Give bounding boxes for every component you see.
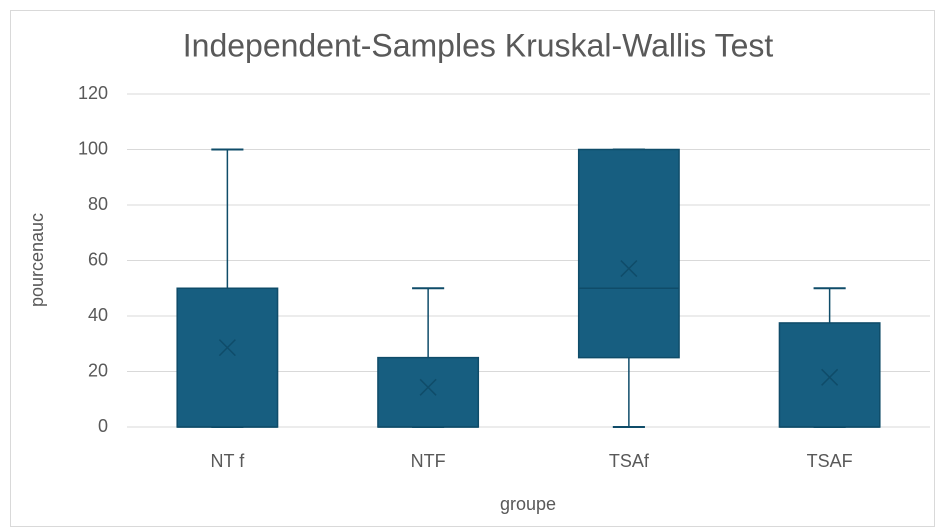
y-axis-label: pourcenauc <box>27 213 47 307</box>
box <box>377 356 480 428</box>
y-tick-label: 100 <box>78 138 108 158</box>
chart-title: Independent-Samples Kruskal-Wallis Test <box>183 27 774 63</box>
y-tick-label: 80 <box>88 194 108 214</box>
y-tick-label: 60 <box>88 249 108 269</box>
box <box>577 148 680 359</box>
x-tick-label: NTF <box>411 451 446 471</box>
mean-marker <box>218 339 236 357</box>
y-tick-label: 40 <box>88 305 108 325</box>
mean-marker <box>821 368 839 386</box>
mean-marker <box>620 260 638 278</box>
y-tick-label: 0 <box>98 416 108 436</box>
y-tick-label: 20 <box>88 360 108 380</box>
mean-marker <box>419 378 437 396</box>
chart-border <box>10 10 935 527</box>
y-tick-label: 120 <box>78 83 108 103</box>
box <box>778 322 881 428</box>
x-tick-label: TSAF <box>807 451 853 471</box>
box <box>176 287 279 428</box>
x-tick-label: TSAf <box>609 451 650 471</box>
x-tick-label: NT f <box>211 451 246 471</box>
x-axis-label: groupe <box>500 494 556 514</box>
